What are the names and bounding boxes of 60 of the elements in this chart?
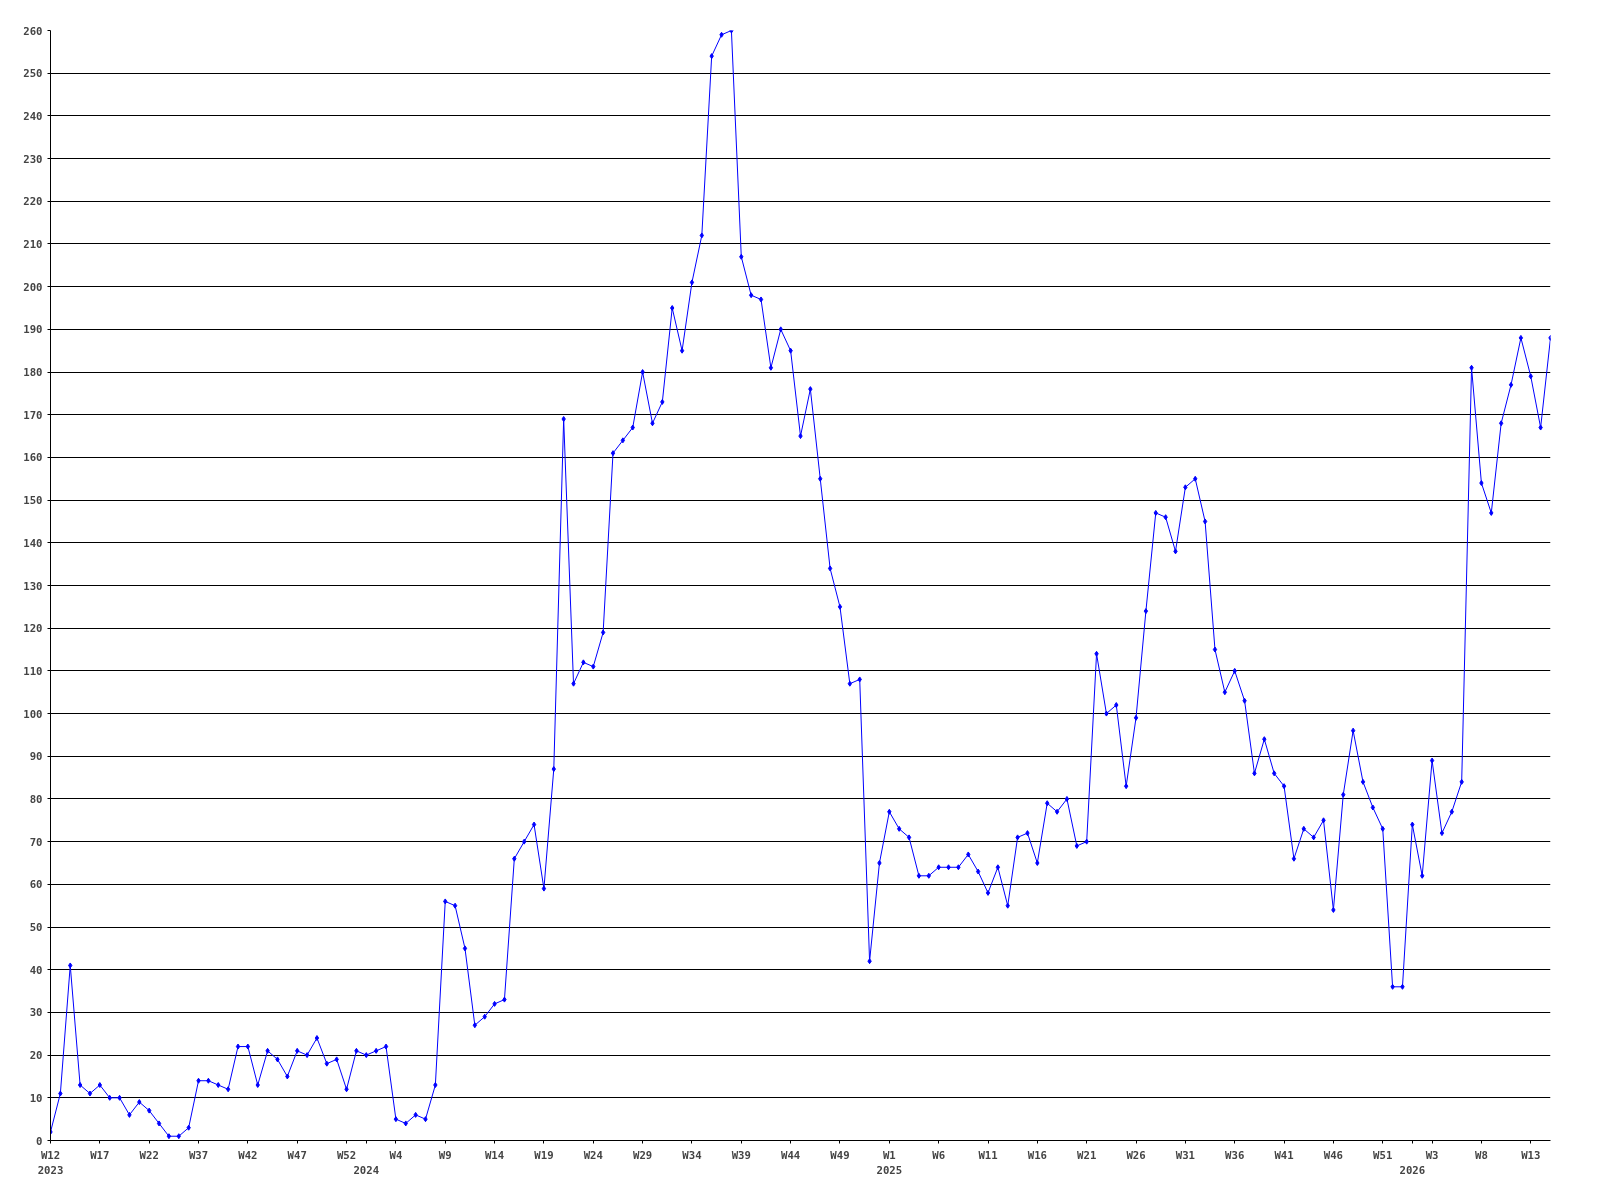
x-tick-label: W3	[1425, 1148, 1439, 1162]
y-tick-label: 220	[23, 195, 43, 209]
y-tick-label: 140	[23, 536, 43, 550]
x-tick-label: W8	[1475, 1148, 1488, 1162]
x-tick-label: W21	[1077, 1148, 1097, 1162]
y-tick-label: 100	[23, 707, 43, 721]
y-tick-label: 240	[23, 109, 43, 123]
x-tick-label: W31	[1175, 1148, 1195, 1162]
y-tick-label: 260	[23, 24, 43, 38]
y-tick-label: 250	[23, 67, 43, 81]
x-tick-label: W13	[1521, 1148, 1541, 1162]
x-tick-label: W11	[978, 1148, 998, 1162]
y-tick-label: 0	[36, 1134, 43, 1148]
x-tick-label: W1 2025	[876, 1148, 903, 1178]
y-tick-label: 230	[23, 152, 43, 166]
x-tick-label: W41	[1274, 1148, 1294, 1162]
y-tick-label: 110	[23, 664, 43, 678]
y-tick-label: 80	[29, 792, 43, 806]
x-tick-label: W39	[731, 1148, 751, 1162]
x-tick-label: W19	[534, 1148, 554, 1162]
x-tick-label: W36	[1225, 1148, 1245, 1162]
x-tick-label: W24	[583, 1148, 603, 1162]
x-tick-label: W22	[139, 1148, 159, 1162]
x-tick-label: W44	[781, 1148, 801, 1162]
x-tick-label: W37	[188, 1148, 209, 1162]
x-tick-label: 2026	[1399, 1164, 1426, 1178]
x-tick-label: W14	[484, 1148, 505, 1162]
y-tick-label: 50	[29, 921, 43, 935]
y-tick-label: 10	[29, 1091, 43, 1105]
x-tick-label: W52	[336, 1148, 357, 1162]
y-tick-label: 70	[29, 835, 43, 849]
x-tick-label: W49	[830, 1148, 850, 1162]
x-tick-label: W16	[1027, 1148, 1047, 1162]
y-tick-label: 160	[23, 451, 43, 465]
y-tick-label: 40	[29, 963, 43, 977]
x-tick-label: W29	[632, 1148, 653, 1162]
x-tick-label: W42	[238, 1148, 258, 1162]
y-tick-label: 150	[23, 494, 43, 508]
y-tick-label: 180	[23, 366, 43, 380]
x-tick-label: W47	[287, 1148, 307, 1162]
x-tick-label: W34	[682, 1148, 702, 1162]
x-tick-label: W6	[932, 1148, 946, 1162]
y-tick-label: 60	[29, 878, 43, 892]
x-tick-label: 2024	[353, 1164, 380, 1178]
x-tick-label: W4	[389, 1148, 403, 1162]
y-tick-label: 200	[23, 280, 43, 294]
x-tick-label: W46	[1323, 1148, 1344, 1162]
y-tick-label: 120	[23, 622, 43, 636]
x-tick-label: W17	[90, 1148, 110, 1162]
y-tick-label: 210	[23, 237, 43, 251]
x-tick-label: W26	[1126, 1148, 1146, 1162]
y-tick-label: 90	[29, 750, 43, 764]
x-tick-label: W9	[438, 1148, 452, 1162]
y-tick-label: 130	[23, 579, 43, 593]
x-tick-label: W12 2023	[37, 1148, 64, 1178]
y-tick-label: 20	[29, 1049, 43, 1063]
y-tick-label: 170	[23, 408, 43, 422]
x-tick-label: W51	[1373, 1148, 1393, 1162]
y-tick-label: 190	[23, 323, 43, 337]
y-tick-label: 30	[29, 1006, 43, 1020]
